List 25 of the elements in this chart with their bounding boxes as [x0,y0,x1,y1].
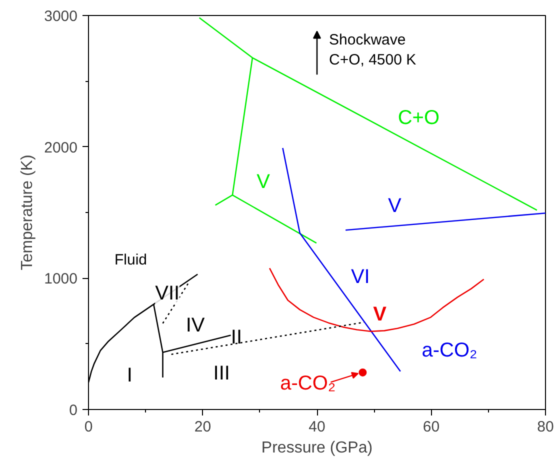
x-tick-label: 40 [308,418,326,436]
annotation: II [230,326,242,348]
annotation: Fluid [114,252,148,269]
x-tick-label: 20 [194,418,212,436]
y-tick-label: 1000 [44,270,78,288]
y-axis-title: Temperature (K) [19,154,36,270]
annotation: IV [186,314,206,336]
x-axis-title: Pressure (GPa) [261,440,373,456]
annotation: VI [350,266,370,288]
annotation: V [373,303,388,326]
annotation: C+O [398,106,440,129]
y-tick-label: 0 [69,402,78,419]
annotation: a-CO₂ [280,372,336,394]
x-tick-label: 0 [84,418,93,436]
x-tick-label: 80 [537,418,554,436]
annotation: Shockwave C+O, 4500 K [329,31,416,69]
y-tick-label: 2000 [44,139,78,156]
x-tick-label: 60 [422,418,440,436]
annotation: V [256,171,271,194]
annotation: VII [155,282,180,304]
annotation: I [126,364,132,386]
annotation: III [213,362,230,384]
y-tick-label: 3000 [44,8,78,25]
annotation: a-CO₂ [422,339,478,362]
annotation: V [388,195,402,218]
